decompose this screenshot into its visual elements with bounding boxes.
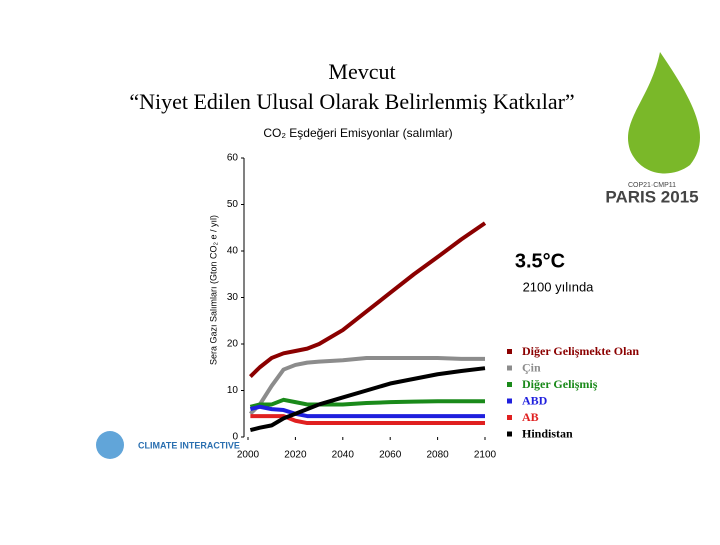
x-tick-label: 2020 bbox=[284, 450, 307, 461]
series-line bbox=[250, 414, 485, 426]
legend-swatch bbox=[507, 398, 512, 404]
annotation: 2100 yılında bbox=[523, 279, 595, 294]
y-tick-label: 40 bbox=[227, 246, 239, 257]
legend-swatch bbox=[507, 431, 512, 437]
cop-leaf bbox=[627, 52, 700, 174]
chart-title: CO₂ Eşdeğeri Emisyonlar (salımlar) bbox=[263, 126, 452, 140]
legend-label: Diğer Gelişmekte Olan bbox=[522, 344, 639, 358]
ci-icon bbox=[96, 431, 124, 459]
y-tick-label: 0 bbox=[232, 432, 238, 443]
series-line bbox=[248, 355, 485, 416]
y-tick-label: 30 bbox=[227, 292, 239, 303]
y-tick-label: 60 bbox=[227, 153, 239, 164]
legend-swatch bbox=[507, 415, 512, 420]
x-tick-label: 2060 bbox=[379, 450, 402, 461]
annotation: 3.5°C bbox=[515, 250, 565, 272]
series-line bbox=[249, 366, 486, 432]
legend-label: ABD bbox=[522, 393, 548, 407]
cop-logo: PARIS 2015 bbox=[605, 187, 698, 206]
subtitle: “Niyet Edilen Ulusal Olarak Belirlenmiş … bbox=[129, 89, 574, 114]
series-line bbox=[248, 221, 487, 378]
legend-swatch bbox=[507, 349, 512, 354]
x-tick-label: 2000 bbox=[237, 450, 260, 461]
legend-swatch bbox=[507, 382, 512, 387]
ci-logo: CLIMATE INTERACTIVE bbox=[138, 440, 240, 450]
series-line bbox=[249, 404, 485, 419]
x-tick-label: 2080 bbox=[426, 450, 449, 461]
series-line bbox=[249, 397, 485, 409]
legend-label: Diğer Gelişmiş bbox=[522, 377, 598, 391]
title: Mevcut bbox=[328, 59, 395, 84]
y-axis-title: Sera Gazı Salımları (Gton CO₂ e / yıl) bbox=[208, 215, 218, 365]
y-tick-label: 20 bbox=[227, 339, 239, 350]
legend-label: AB bbox=[522, 410, 539, 424]
legend-label: Hindistan bbox=[522, 426, 573, 440]
legend-label: Çin bbox=[522, 360, 541, 374]
cop-sub: COP21·CMP11 bbox=[628, 182, 676, 189]
x-tick-label: 2040 bbox=[332, 450, 355, 461]
y-tick-label: 50 bbox=[227, 199, 239, 210]
legend-swatch bbox=[507, 365, 512, 371]
y-tick-label: 10 bbox=[227, 385, 239, 396]
x-tick-label: 2100 bbox=[474, 450, 497, 461]
